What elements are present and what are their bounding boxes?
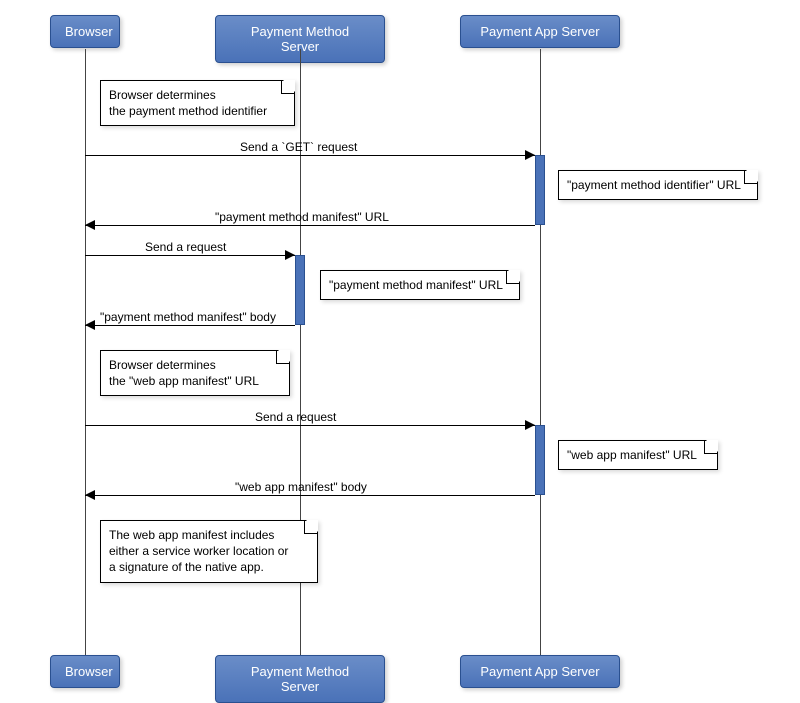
activation-pas-2 <box>535 425 545 495</box>
arrow-icon <box>285 250 295 260</box>
msg-line <box>85 255 295 256</box>
note-determine-webapp: Browser determines the "web app manifest… <box>100 350 290 396</box>
note-line: the payment method identifier <box>109 104 267 118</box>
msg-line <box>85 325 295 326</box>
msg-label-send-request-1: Send a request <box>145 240 226 254</box>
activation-pms-1 <box>295 255 305 325</box>
msg-label-manifest-url: "payment method manifest" URL <box>215 210 389 224</box>
arrow-icon <box>85 320 95 330</box>
arrow-icon <box>85 220 95 230</box>
note-webapp-includes: The web app manifest includes either a s… <box>100 520 318 583</box>
msg-label-webapp-body: "web app manifest" body <box>235 480 367 494</box>
note-webapp-url: "web app manifest" URL <box>558 440 718 470</box>
arrow-icon <box>85 490 95 500</box>
note-identifier-url: "payment method identifier" URL <box>558 170 758 200</box>
lifeline-pas <box>540 49 541 655</box>
msg-line <box>85 495 535 496</box>
msg-label-get: Send a `GET` request <box>240 140 357 154</box>
note-line: either a service worker location or <box>109 544 288 558</box>
note-line: "web app manifest" URL <box>567 448 697 462</box>
participant-browser-top: Browser <box>50 15 120 48</box>
msg-label-send-request-2: Send a request <box>255 410 336 424</box>
note-line: Browser determines <box>109 358 216 372</box>
note-line: a signature of the native app. <box>109 560 264 574</box>
msg-line <box>85 225 535 226</box>
note-line: Browser determines <box>109 88 216 102</box>
activation-pas-1 <box>535 155 545 225</box>
msg-line <box>85 155 535 156</box>
participant-pms-bottom: Payment Method Server <box>215 655 385 703</box>
participant-pas-top: Payment App Server <box>460 15 620 48</box>
participant-browser-bottom: Browser <box>50 655 120 688</box>
note-line: the "web app manifest" URL <box>109 374 259 388</box>
arrow-icon <box>525 150 535 160</box>
note-manifest-url: "payment method manifest" URL <box>320 270 520 300</box>
lifeline-browser <box>85 49 86 655</box>
note-line: "payment method identifier" URL <box>567 178 741 192</box>
msg-label-manifest-body: "payment method manifest" body <box>100 310 276 324</box>
participant-pas-bottom: Payment App Server <box>460 655 620 688</box>
arrow-icon <box>525 420 535 430</box>
note-line: The web app manifest includes <box>109 528 274 542</box>
note-line: "payment method manifest" URL <box>329 278 503 292</box>
note-determine-identifier: Browser determines the payment method id… <box>100 80 295 126</box>
msg-line <box>85 425 535 426</box>
